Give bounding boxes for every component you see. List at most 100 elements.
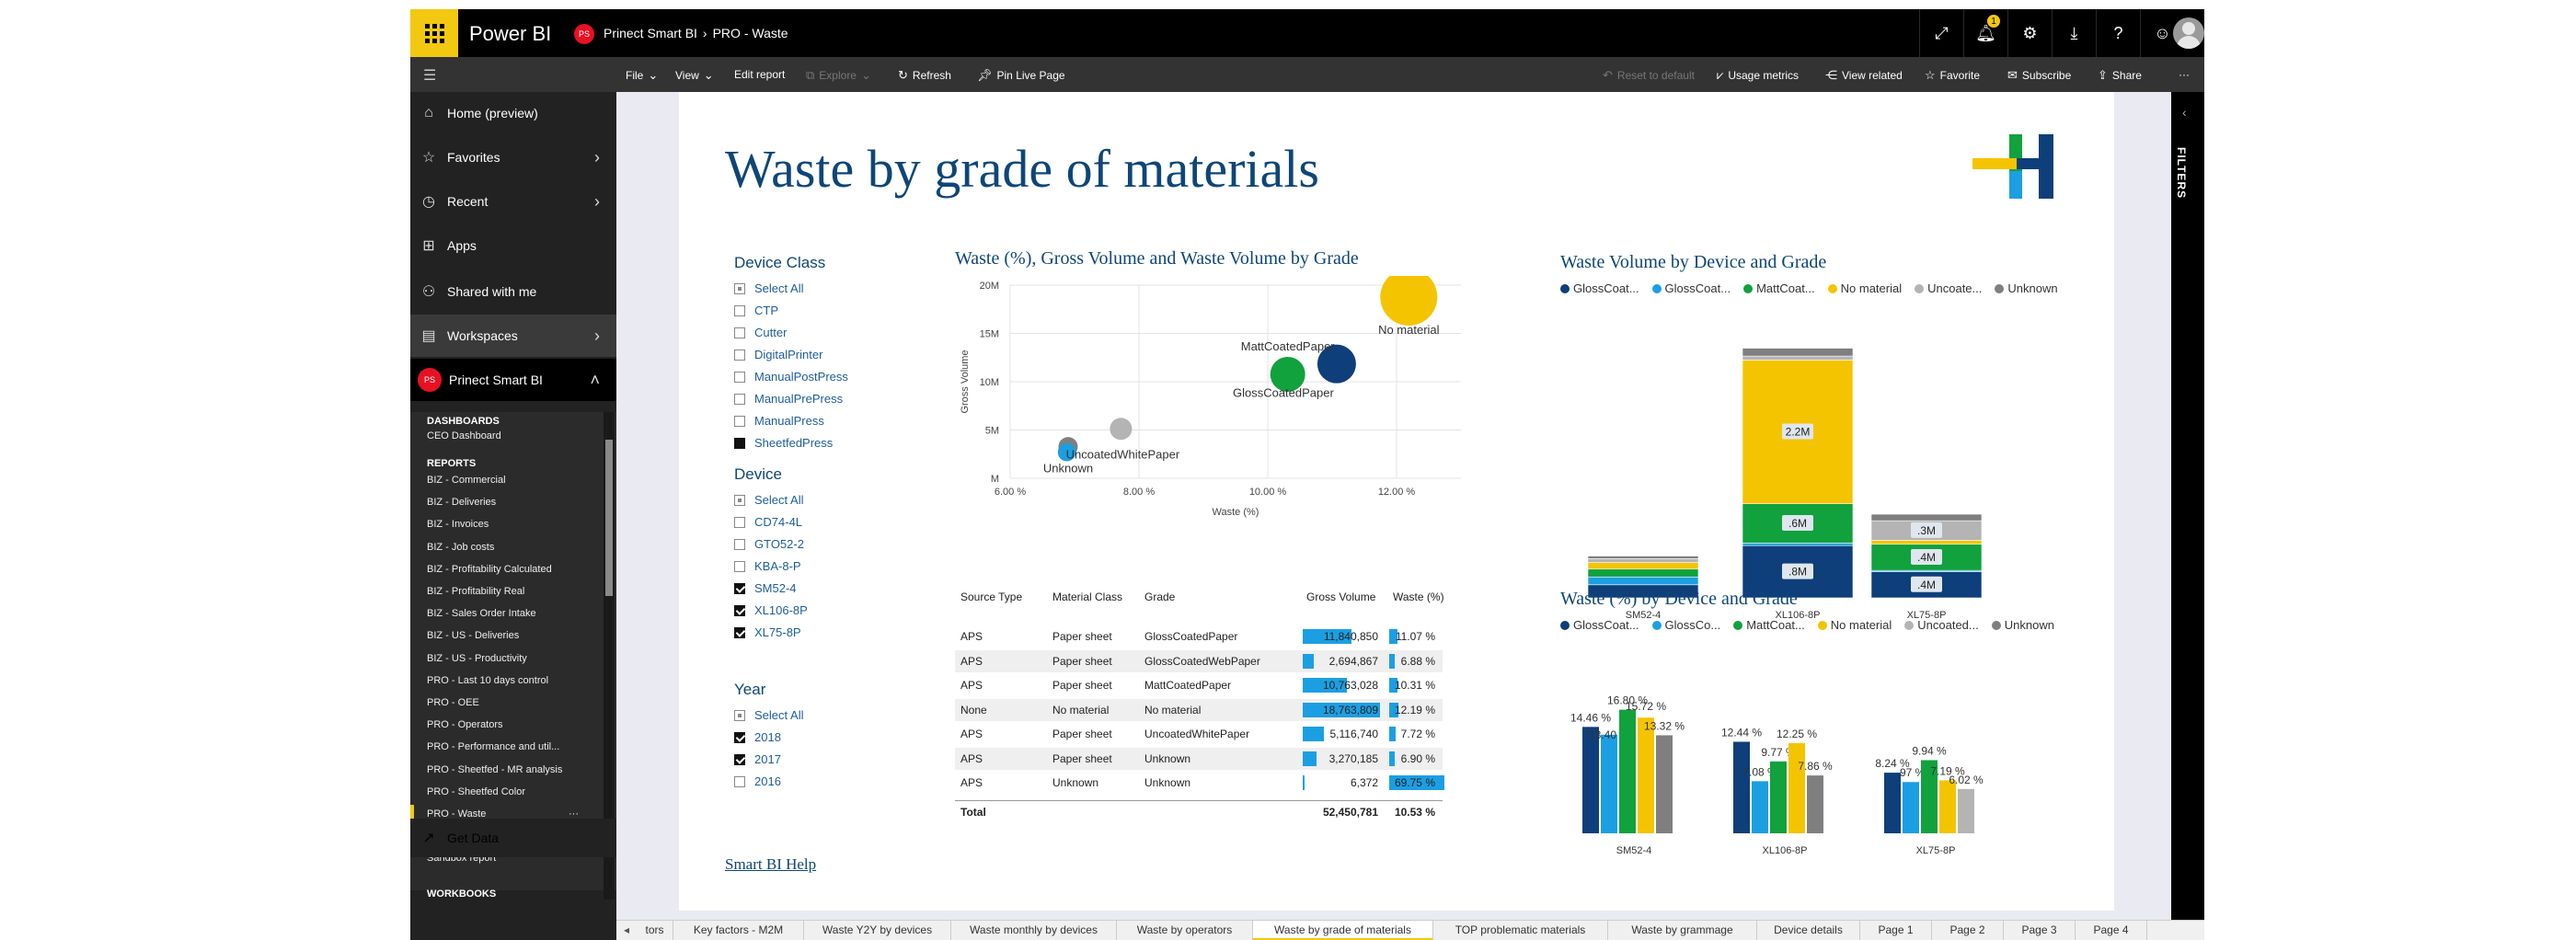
report-more-options[interactable]: ··· <box>569 808 579 820</box>
page-tab[interactable]: Waste by grammage <box>1608 921 1757 940</box>
table-row[interactable]: None No material No material 18,763,809 12.1… <box>955 698 1443 721</box>
checkbox[interactable] <box>734 626 745 638</box>
sidebar-report-item[interactable]: BIZ - US - Productivity <box>427 652 527 664</box>
share-button[interactable]: ⇪ Share <box>2098 68 2142 83</box>
checkbox[interactable] <box>734 753 745 765</box>
device-class-option[interactable]: CTP <box>734 304 778 317</box>
column-header[interactable]: Material Class <box>1052 590 1123 603</box>
checkbox[interactable] <box>734 516 745 528</box>
checkbox[interactable] <box>734 327 745 338</box>
page-tab[interactable]: Page 3 <box>2004 921 2076 940</box>
sidebar-report-item[interactable]: BIZ - US - Deliveries <box>427 630 520 642</box>
device-class-option[interactable]: ManualPrePress <box>734 392 843 406</box>
device-class-option[interactable]: Select All <box>734 281 803 295</box>
sidebar-dashboard-item[interactable]: CEO Dashboard <box>427 430 501 441</box>
clustered-chart-legend[interactable]: GlossCoat... GlossCo... MattCoat... No mate… <box>1560 618 2054 632</box>
year-option[interactable]: 2016 <box>734 774 781 788</box>
checkbox[interactable] <box>734 349 745 361</box>
sidebar-report-item[interactable]: PRO - Sheetfed Color <box>427 785 525 797</box>
sidebar-report-item[interactable]: BIZ - Deliveries <box>427 497 497 509</box>
edit-report-button[interactable]: Edit report <box>734 68 785 81</box>
legend-item[interactable]: No material <box>1827 281 1902 295</box>
page-tab[interactable]: Page 4 <box>2076 921 2147 940</box>
explore-menu[interactable]: ⧉ Explore ⌄ <box>806 68 871 83</box>
stacked-bar-chart[interactable]: SM52-4 .8M .6M 2.2M XL106-8P .4M .4M .3M XL75-8P <box>1560 300 2076 631</box>
page-tab[interactable]: Page 2 <box>1932 921 2004 940</box>
sidebar-report-item[interactable]: PRO - Performance and util... <box>427 741 560 753</box>
page-tab[interactable]: Waste by operators <box>1117 921 1253 940</box>
checkbox[interactable] <box>734 415 745 427</box>
sidebar-scrollbar[interactable] <box>604 412 615 900</box>
file-menu[interactable]: File ⌄ <box>626 68 658 83</box>
nav-recent[interactable]: ◷ Recent › <box>410 180 616 223</box>
table-row[interactable]: APS Paper sheet GlossCoatedWebPaper 2,694,8… <box>955 649 1443 672</box>
smart-bi-help-link[interactable]: Smart BI Help <box>725 855 817 873</box>
legend-item[interactable]: MattCoat... <box>1733 618 1805 632</box>
device-class-option[interactable]: ManualPostPress <box>734 370 848 384</box>
sidebar-report-item[interactable]: BIZ - Profitability Real <box>427 586 525 597</box>
table-row[interactable]: APS Paper sheet GlossCoatedPaper 11,840,850… <box>955 625 1443 648</box>
device-option[interactable]: XL106-8P <box>734 603 808 617</box>
nav-favorites[interactable]: ☆ Favorites › <box>410 136 616 178</box>
page-tab[interactable]: Device details <box>1757 921 1860 940</box>
app-launcher-button[interactable] <box>410 9 458 57</box>
device-option[interactable]: Select All <box>734 493 803 507</box>
nav-apps[interactable]: ⊞ Apps <box>410 224 616 267</box>
sidebar-report-item[interactable]: PRO - Operators <box>427 719 503 731</box>
more-options-button[interactable]: ··· <box>2179 68 2190 81</box>
sidebar-report-item[interactable]: PRO - OEE <box>427 697 479 708</box>
legend-item[interactable]: GlossCoat... <box>1560 281 1639 295</box>
subscribe-button[interactable]: ✉ Subscribe <box>2007 68 2071 83</box>
notifications-button[interactable]: 🔔︎ 1 <box>1963 9 2007 57</box>
checkbox[interactable] <box>734 709 745 721</box>
sidebar-report-item[interactable]: BIZ - Commercial <box>427 475 506 486</box>
checkbox[interactable] <box>734 304 745 316</box>
year-option[interactable]: Select All <box>734 708 803 722</box>
column-header[interactable]: Waste (%) <box>1393 590 1444 603</box>
legend-item[interactable]: Uncoate... <box>1915 281 1982 295</box>
checkbox[interactable] <box>734 393 745 405</box>
sidebar-report-item[interactable]: BIZ - Profitability Calculated <box>427 563 552 575</box>
sidebar-report-item[interactable]: PRO - Last 10 days control <box>427 674 549 686</box>
device-option[interactable]: GTO52-2 <box>734 537 804 551</box>
legend-item[interactable]: GlossCoat... <box>1560 618 1639 632</box>
nav-workspaces[interactable]: ▤ Workspaces › <box>410 315 616 357</box>
view-related-button[interactable]: ⋲ View related <box>1825 68 1903 83</box>
page-tab[interactable]: Key factors - M2M <box>673 921 804 940</box>
checkbox[interactable] <box>734 604 745 616</box>
page-tab[interactable]: Waste monthly by devices <box>951 921 1117 940</box>
nav-shared[interactable]: ⚇ Shared with me <box>410 270 616 313</box>
tabs-scroll-left-icon[interactable]: ◂ <box>623 923 630 936</box>
device-class-option[interactable]: Cutter <box>734 326 787 339</box>
table-row[interactable]: APS Paper sheet MattCoatedPaper 10,763,028 1… <box>955 674 1443 696</box>
checkbox[interactable] <box>734 538 745 550</box>
page-tab[interactable]: Page 1 <box>1860 921 1932 940</box>
legend-item[interactable]: MattCoat... <box>1743 281 1815 295</box>
sidebar-report-item[interactable]: PRO - Sheetfed - MR analysis <box>427 763 563 775</box>
scatter-chart[interactable]: M 5M 10M 15M 20M 6.00 % 8.00 % 10.00 % 12.00 % Wa… <box>955 276 1470 543</box>
sidebar-report-item[interactable]: BIZ - Job costs <box>427 541 495 553</box>
expand-button[interactable]: ⤢ <box>1919 9 1963 57</box>
sidebar-report-item[interactable]: BIZ - Sales Order Intake <box>427 608 536 620</box>
help-button[interactable]: ? <box>2096 9 2140 57</box>
checkbox[interactable] <box>734 775 745 787</box>
scrollbar-thumb[interactable] <box>605 440 613 596</box>
nav-home[interactable]: ⌂ Home (preview) <box>410 92 616 134</box>
checkbox[interactable] <box>734 560 745 572</box>
column-header[interactable]: Grade <box>1144 590 1176 603</box>
settings-button[interactable]: ⚙ <box>2007 9 2052 57</box>
view-menu[interactable]: View ⌄ <box>675 68 714 83</box>
filters-pane-collapsed[interactable]: ‹ FILTERS <box>2171 92 2204 920</box>
download-button[interactable]: ⤓ <box>2052 9 2096 57</box>
column-header[interactable]: Gross Volume <box>1306 590 1376 603</box>
device-option[interactable]: SM52-4 <box>734 581 797 595</box>
checkbox[interactable] <box>734 582 745 594</box>
year-option[interactable]: 2017 <box>734 752 781 766</box>
checkbox[interactable] <box>734 282 745 294</box>
checkbox[interactable] <box>734 494 745 506</box>
device-option[interactable]: XL75-8P <box>734 625 801 639</box>
page-tab[interactable]: TOP problematic materials <box>1433 921 1608 940</box>
usage-metrics-button[interactable]: ⩗ Usage metrics <box>1717 68 1799 83</box>
legend-item[interactable]: Uncoated... <box>1904 618 1979 632</box>
reset-default-button[interactable]: ↶ Reset to default <box>1603 68 1695 83</box>
